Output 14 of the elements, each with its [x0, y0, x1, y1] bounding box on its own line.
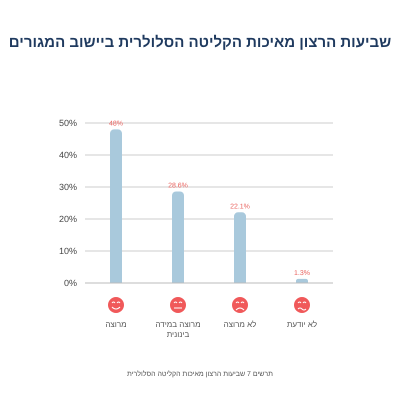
- y-tick-label: 20%: [58, 214, 77, 224]
- x-tick-label: לא יודעת: [286, 320, 318, 329]
- chart-title: שביעות הרצון מאיכות הקליטה הסלולרית ביישוב המגורים: [8, 34, 392, 51]
- y-tick-label: 40%: [58, 150, 77, 160]
- x-tick-label: מרוצה במידה בינונית: [155, 320, 201, 339]
- bar: [110, 129, 122, 283]
- bar: [172, 191, 184, 283]
- y-tick-label: 30%: [58, 182, 77, 192]
- x-tick-label: לא מרוצה: [224, 320, 256, 329]
- bar: [234, 212, 246, 283]
- y-tick-label: 10%: [58, 246, 77, 256]
- x-tick-label: מרוצה: [105, 320, 127, 329]
- y-tick-label: 0%: [64, 278, 77, 288]
- y-tick-label: 50%: [58, 118, 77, 128]
